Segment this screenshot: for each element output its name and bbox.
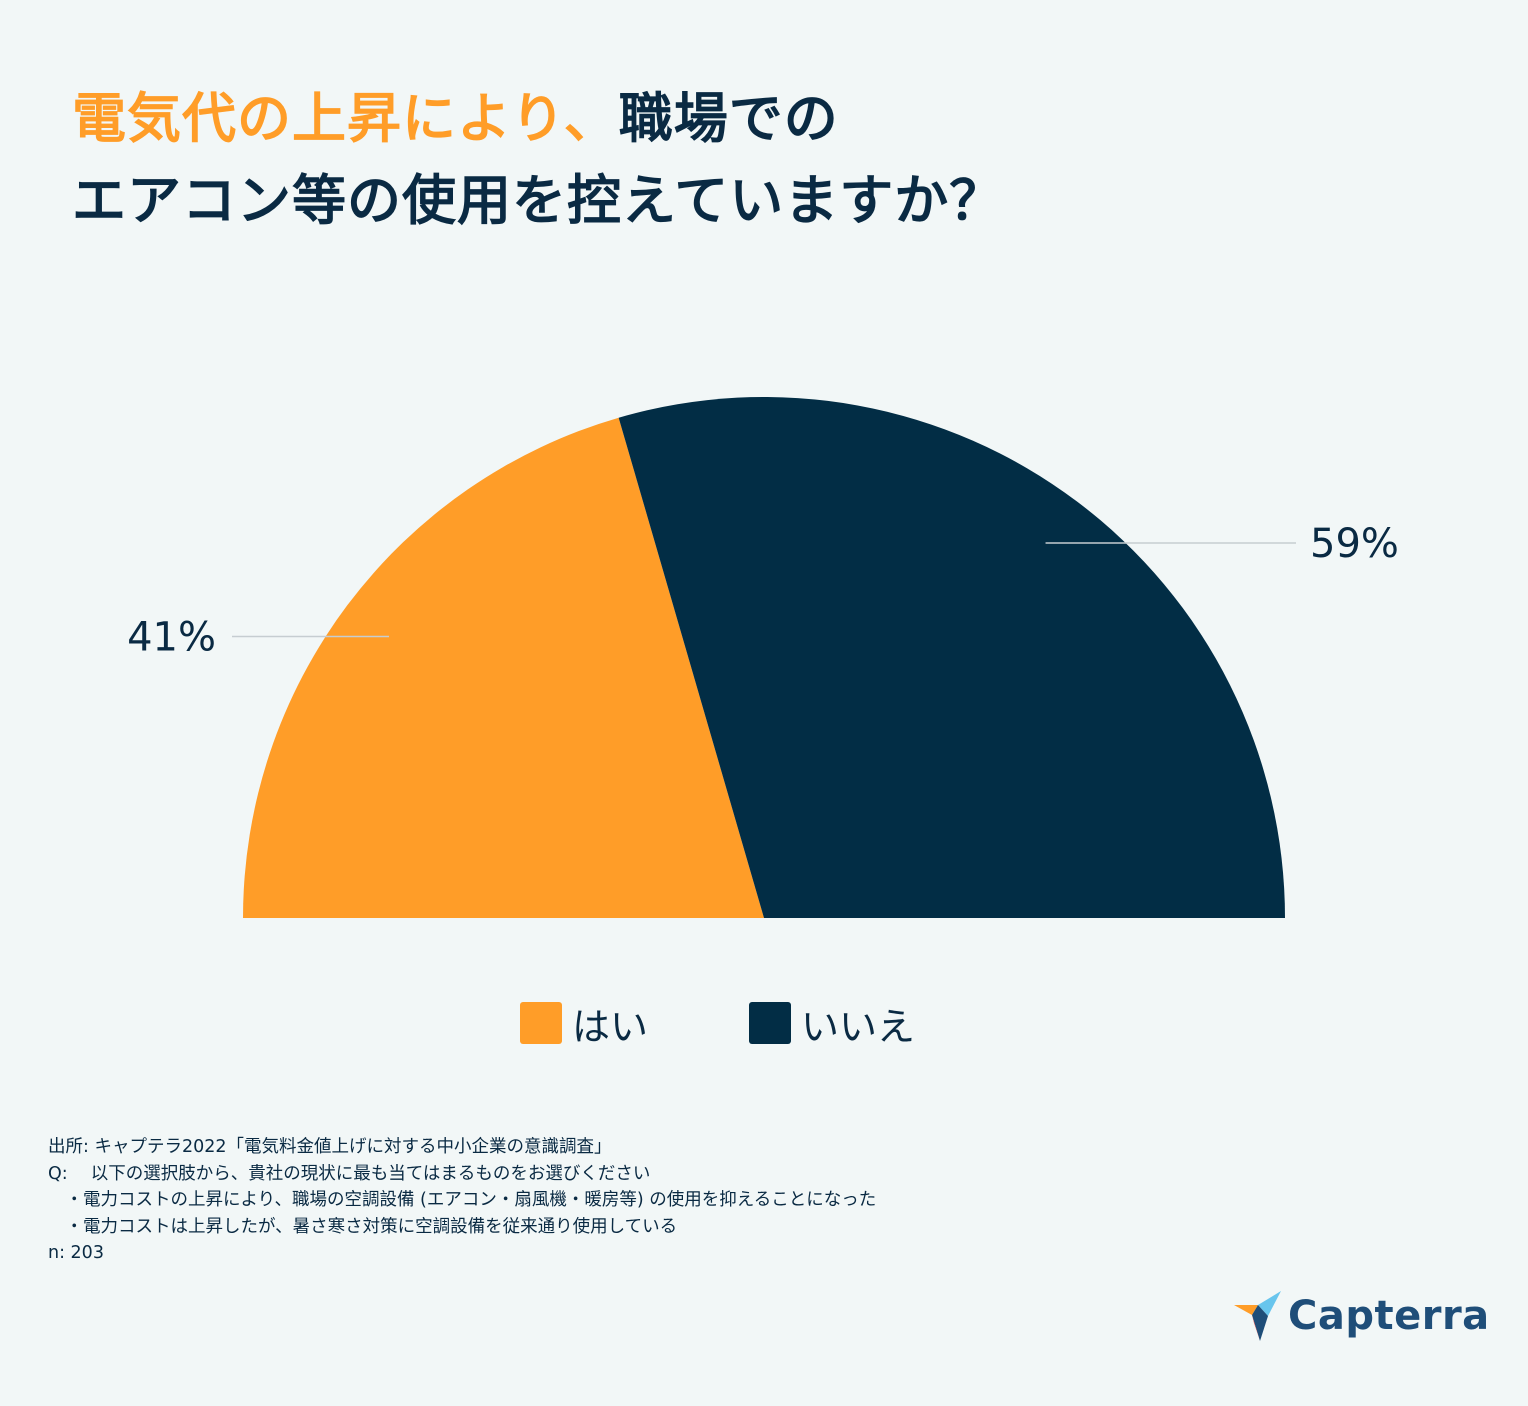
footnote: 出所: キャプテラ2022「電気料金値上げに対する中小企業の意識調査」 Q: 以下… (48, 1134, 876, 1267)
legend-swatch-yes (520, 1002, 562, 1044)
chart-legend: はい いいえ (0, 998, 1528, 1049)
footnote-option-2: ・電力コストは上昇したが、暑さ寒さ対策に空調設備を従来通り使用している (48, 1216, 678, 1237)
legend-item-yes: はい (520, 998, 649, 1049)
footnote-sample-size: n: 203 (48, 1243, 104, 1263)
data-label-yes: 41% (127, 614, 216, 660)
footnote-option-1: ・電力コストの上昇により、職場の空調設備 (エアコン・扇風機・暖房等) の使用を… (48, 1190, 877, 1210)
data-label-no: 59% (1310, 521, 1399, 567)
legend-swatch-no (749, 1002, 791, 1044)
slice-yes (243, 417, 764, 918)
title-highlight: 電気代の上昇により、 (72, 87, 619, 150)
legend-item-no: いいえ (749, 998, 916, 1049)
half-pie-chart: 41% 59% (127, 397, 1399, 918)
legend-label-no: いいえ (801, 1004, 916, 1049)
slice-no (618, 397, 1285, 918)
logo-text: Capterra (1288, 1293, 1490, 1339)
capterra-logo: Capterra (1232, 1288, 1490, 1344)
capterra-arrow-icon (1234, 1291, 1281, 1341)
title-line2: エアコン等の使用を控えていますか？ (72, 169, 1005, 232)
footnote-source: 出所: キャプテラ2022「電気料金値上げに対する中小企業の意識調査」 (48, 1137, 612, 1157)
footnote-question: Q: 以下の選択肢から、貴社の現状に最も当てはまるものをお選びください (48, 1163, 651, 1184)
title-line1-rest: 職場での (618, 87, 839, 150)
chart-title: 電気代の上昇により、職場でのエアコン等の使用を控えていますか？ (72, 78, 1004, 242)
legend-label-yes: はい (572, 1004, 649, 1049)
